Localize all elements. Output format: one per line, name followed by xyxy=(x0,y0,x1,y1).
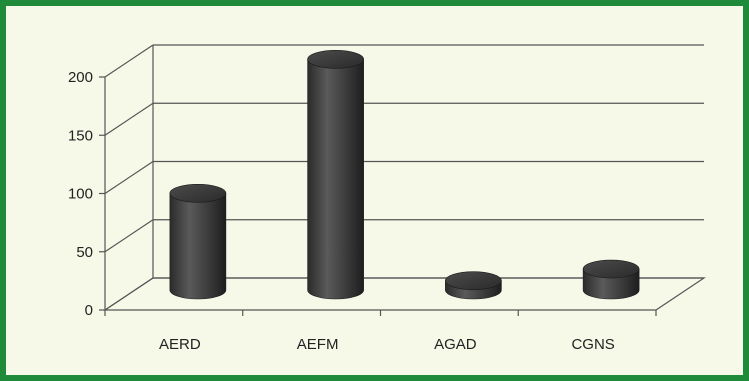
y-tick-label: 50 xyxy=(76,244,93,261)
gridline-diagonal xyxy=(104,102,154,136)
bar-chart: 0 50 100 150 200 AERD AEFM AGAD CGNS xyxy=(68,44,706,353)
bar-top xyxy=(169,184,227,203)
bar xyxy=(582,259,640,300)
gridlines xyxy=(103,44,706,311)
bar xyxy=(445,271,502,300)
gridline-diagonal xyxy=(104,44,154,78)
y-tick-label: 150 xyxy=(68,127,93,144)
bar-top xyxy=(445,271,502,290)
x-tick-label: AERD xyxy=(159,336,201,353)
y-tick-labels: 0 50 100 150 200 xyxy=(68,69,93,319)
x-tick-labels: AERD AEFM AGAD CGNS xyxy=(159,336,615,353)
bar-top xyxy=(307,50,364,69)
bar-top xyxy=(582,259,640,279)
gridline-diagonal xyxy=(104,219,154,253)
gridline-diagonal xyxy=(104,277,154,311)
gridline-diagonal xyxy=(104,161,154,194)
x-tick-label: AGAD xyxy=(434,336,477,353)
y-tick-label: 0 xyxy=(85,302,93,319)
bars xyxy=(169,50,640,300)
axes xyxy=(99,45,657,316)
bar xyxy=(307,50,364,300)
bar xyxy=(169,184,227,300)
bar-body xyxy=(307,59,364,300)
x-tick-label: CGNS xyxy=(571,336,614,353)
y-tick-label: 100 xyxy=(68,186,93,203)
bar-body xyxy=(169,193,227,300)
y-tick-label: 200 xyxy=(68,69,93,86)
x-tick-label: AEFM xyxy=(297,336,339,353)
